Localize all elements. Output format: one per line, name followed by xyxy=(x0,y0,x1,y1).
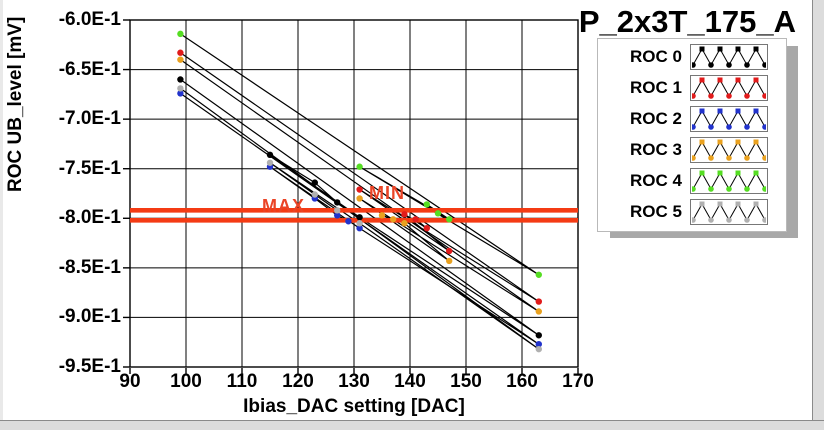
y-tick-label: -7.5E-1 xyxy=(58,157,121,179)
legend-item-label: ROC 1 xyxy=(630,78,682,97)
zigzag-line-icon[interactable] xyxy=(690,44,768,70)
x-tick-label: 130 xyxy=(338,371,370,392)
x-tick-label: 140 xyxy=(394,371,426,392)
window-edge-left xyxy=(0,0,3,430)
legend-item-roc-0[interactable]: ROC 0 xyxy=(598,44,786,70)
zigzag-line-icon[interactable] xyxy=(690,106,768,132)
zigzag-line-icon[interactable] xyxy=(690,137,768,163)
zigzag-line-icon[interactable] xyxy=(690,168,768,194)
x-tick-label: 150 xyxy=(450,371,482,392)
cursor-label-max[interactable]: MAX xyxy=(262,196,305,216)
cursor-label-min[interactable]: MIN xyxy=(369,183,405,203)
y-tick-label: -7.0E-1 xyxy=(58,108,121,130)
zigzag-line-icon[interactable] xyxy=(690,75,768,101)
legend-item-label: ROC 0 xyxy=(630,47,682,66)
x-axis-title: Ibias_DAC setting [DAC] xyxy=(243,396,465,417)
y-tick-label: -8.0E-1 xyxy=(58,207,121,229)
zigzag-line-icon[interactable] xyxy=(690,199,768,225)
legend-item-roc-4[interactable]: ROC 4 xyxy=(598,168,786,194)
y-tick-label: -8.5E-1 xyxy=(58,256,121,278)
window-edge-right xyxy=(812,0,824,430)
graph-title: P_2x3T_175_A xyxy=(578,4,796,39)
legend-item-roc-1[interactable]: ROC 1 xyxy=(598,75,786,101)
legend-item-label: ROC 5 xyxy=(630,202,682,221)
x-tick-label: 110 xyxy=(226,371,258,392)
legend-item-label: ROC 2 xyxy=(630,109,682,128)
x-tick-label: 100 xyxy=(170,371,202,392)
plot-legend: ROC 0 ROC 1 ROC 2 ROC 3 ROC 4 ROC 5 xyxy=(597,38,787,232)
x-tick-label: 120 xyxy=(282,371,314,392)
window-edge-bottom xyxy=(0,420,824,430)
legend-item-label: ROC 4 xyxy=(630,171,682,190)
y-tick-label: -6.5E-1 xyxy=(58,58,121,80)
x-tick-label: 90 xyxy=(119,371,141,392)
legend-item-roc-2[interactable]: ROC 2 xyxy=(598,106,786,132)
y-tick-label: -9.0E-1 xyxy=(58,306,121,328)
x-tick-label: 160 xyxy=(506,371,538,392)
legend-item-roc-5[interactable]: ROC 5 xyxy=(598,199,786,225)
legend-item-label: ROC 3 xyxy=(630,140,682,159)
y-tick-label: -6.0E-1 xyxy=(58,9,121,30)
legend-item-roc-3[interactable]: ROC 3 xyxy=(598,137,786,163)
y-tick-label: -9.5E-1 xyxy=(58,356,121,377)
x-tick-label: 170 xyxy=(562,371,594,392)
